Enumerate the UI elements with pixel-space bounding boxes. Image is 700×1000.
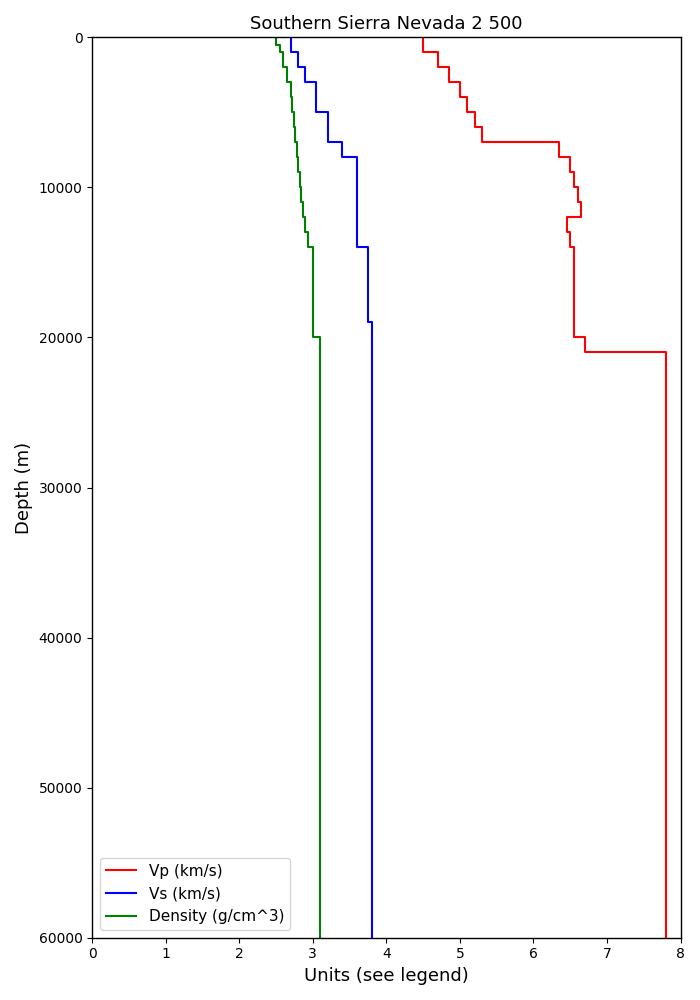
Vs (km/s) bbox=[368, 482, 376, 494]
Density (g/cm^3) bbox=[304, 241, 312, 253]
Density (g/cm^3) bbox=[316, 932, 324, 944]
Vp (km/s) bbox=[566, 226, 575, 238]
Density (g/cm^3) bbox=[293, 151, 301, 163]
Density (g/cm^3) bbox=[290, 121, 298, 133]
Vs (km/s) bbox=[353, 151, 361, 163]
Vp (km/s) bbox=[662, 482, 670, 494]
Density (g/cm^3) bbox=[316, 512, 324, 524]
Vp (km/s) bbox=[570, 181, 578, 193]
Density (g/cm^3) bbox=[299, 196, 307, 208]
Vs (km/s) bbox=[353, 241, 361, 253]
Line: Vs (km/s): Vs (km/s) bbox=[290, 37, 372, 938]
Vs (km/s) bbox=[338, 151, 346, 163]
Vs (km/s) bbox=[323, 106, 332, 118]
Density (g/cm^3) bbox=[290, 106, 298, 118]
Vs (km/s) bbox=[364, 316, 372, 328]
Vs (km/s) bbox=[338, 136, 346, 148]
Vs (km/s) bbox=[368, 932, 376, 944]
Legend: Vp (km/s), Vs (km/s), Density (g/cm^3): Vp (km/s), Vs (km/s), Density (g/cm^3) bbox=[100, 858, 290, 930]
Vp (km/s) bbox=[470, 106, 479, 118]
Vp (km/s) bbox=[555, 151, 564, 163]
Density (g/cm^3) bbox=[309, 331, 317, 343]
Y-axis label: Depth (m): Depth (m) bbox=[15, 441, 33, 534]
Vs (km/s) bbox=[286, 46, 295, 58]
Vp (km/s) bbox=[419, 31, 427, 43]
Vs (km/s) bbox=[301, 76, 309, 88]
Density (g/cm^3) bbox=[288, 106, 296, 118]
Vp (km/s) bbox=[570, 166, 578, 178]
Vp (km/s) bbox=[662, 346, 670, 358]
Vs (km/s) bbox=[368, 482, 376, 494]
Title: Southern Sierra Nevada 2 500: Southern Sierra Nevada 2 500 bbox=[250, 15, 523, 33]
Density (g/cm^3) bbox=[299, 211, 307, 223]
Vp (km/s) bbox=[470, 121, 479, 133]
Vp (km/s) bbox=[478, 136, 486, 148]
Vs (km/s) bbox=[368, 316, 376, 328]
Density (g/cm^3) bbox=[279, 46, 288, 58]
Vs (km/s) bbox=[323, 136, 332, 148]
Density (g/cm^3) bbox=[297, 196, 305, 208]
Vs (km/s) bbox=[294, 46, 302, 58]
Vs (km/s) bbox=[286, 31, 295, 43]
Density (g/cm^3) bbox=[272, 39, 280, 51]
Density (g/cm^3) bbox=[276, 39, 284, 51]
Vp (km/s) bbox=[444, 61, 453, 73]
Vp (km/s) bbox=[433, 46, 442, 58]
X-axis label: Units (see legend): Units (see legend) bbox=[304, 967, 469, 985]
Density (g/cm^3) bbox=[288, 91, 296, 103]
Density (g/cm^3) bbox=[316, 331, 324, 343]
Vp (km/s) bbox=[456, 76, 464, 88]
Density (g/cm^3) bbox=[295, 166, 304, 178]
Vp (km/s) bbox=[570, 241, 578, 253]
Vp (km/s) bbox=[577, 211, 585, 223]
Density (g/cm^3) bbox=[279, 61, 288, 73]
Vp (km/s) bbox=[419, 46, 427, 58]
Density (g/cm^3) bbox=[291, 136, 300, 148]
Vp (km/s) bbox=[562, 211, 570, 223]
Vp (km/s) bbox=[463, 106, 472, 118]
Density (g/cm^3) bbox=[301, 211, 309, 223]
Density (g/cm^3) bbox=[304, 226, 312, 238]
Density (g/cm^3) bbox=[272, 31, 280, 43]
Vs (km/s) bbox=[301, 61, 309, 73]
Vs (km/s) bbox=[364, 241, 372, 253]
Density (g/cm^3) bbox=[316, 512, 324, 524]
Vp (km/s) bbox=[662, 482, 670, 494]
Density (g/cm^3) bbox=[294, 166, 302, 178]
Vp (km/s) bbox=[456, 91, 464, 103]
Line: Density (g/cm^3): Density (g/cm^3) bbox=[276, 37, 320, 938]
Vp (km/s) bbox=[555, 136, 564, 148]
Vs (km/s) bbox=[312, 106, 321, 118]
Vp (km/s) bbox=[566, 241, 575, 253]
Density (g/cm^3) bbox=[309, 241, 317, 253]
Vp (km/s) bbox=[573, 181, 582, 193]
Vp (km/s) bbox=[570, 331, 578, 343]
Vp (km/s) bbox=[566, 151, 575, 163]
Vp (km/s) bbox=[562, 226, 570, 238]
Density (g/cm^3) bbox=[286, 91, 295, 103]
Line: Vp (km/s): Vp (km/s) bbox=[423, 37, 666, 938]
Density (g/cm^3) bbox=[297, 181, 305, 193]
Density (g/cm^3) bbox=[295, 181, 304, 193]
Density (g/cm^3) bbox=[283, 76, 291, 88]
Vp (km/s) bbox=[581, 331, 589, 343]
Vs (km/s) bbox=[294, 61, 302, 73]
Vp (km/s) bbox=[573, 196, 582, 208]
Vp (km/s) bbox=[662, 932, 670, 944]
Vp (km/s) bbox=[433, 61, 442, 73]
Vp (km/s) bbox=[463, 91, 472, 103]
Density (g/cm^3) bbox=[294, 151, 302, 163]
Density (g/cm^3) bbox=[301, 226, 309, 238]
Density (g/cm^3) bbox=[291, 121, 300, 133]
Vp (km/s) bbox=[581, 346, 589, 358]
Density (g/cm^3) bbox=[283, 61, 291, 73]
Vp (km/s) bbox=[577, 196, 585, 208]
Vs (km/s) bbox=[312, 76, 321, 88]
Vp (km/s) bbox=[478, 121, 486, 133]
Density (g/cm^3) bbox=[286, 76, 295, 88]
Vp (km/s) bbox=[566, 166, 575, 178]
Vp (km/s) bbox=[444, 76, 453, 88]
Density (g/cm^3) bbox=[276, 46, 284, 58]
Density (g/cm^3) bbox=[293, 136, 301, 148]
